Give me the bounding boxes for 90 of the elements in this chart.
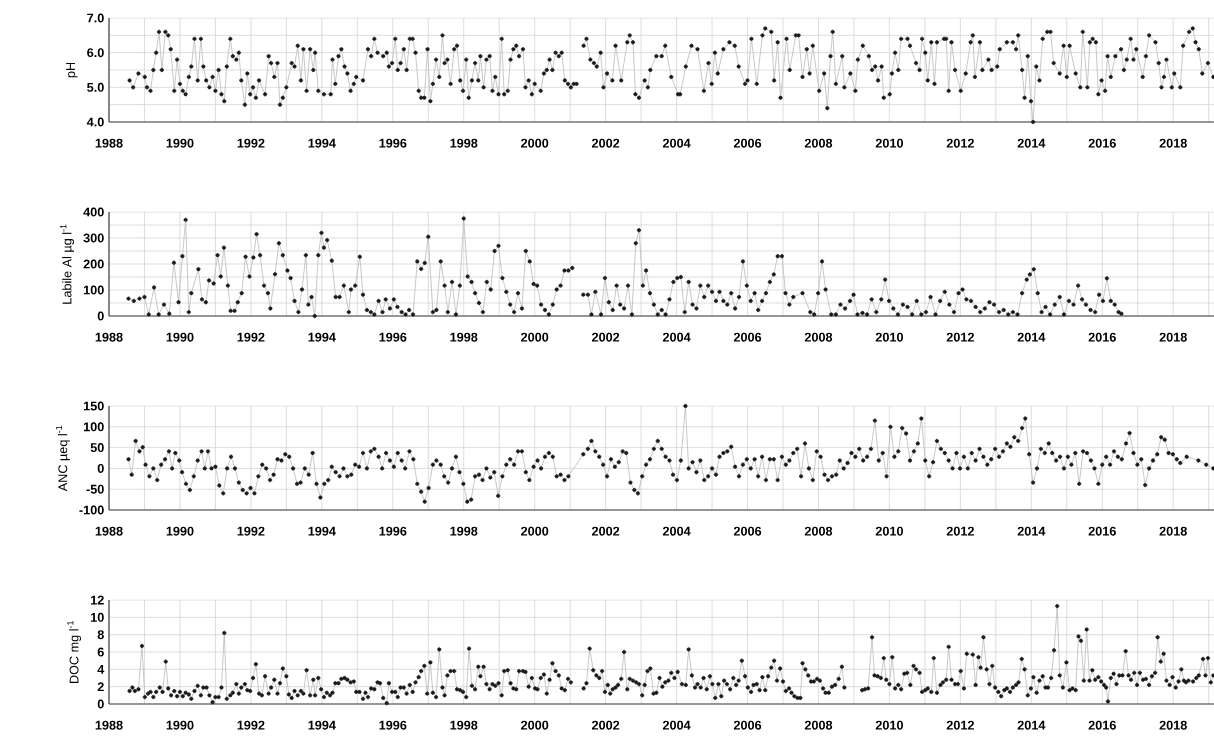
x-tick-label: 1992 (237, 526, 265, 536)
x-tick-label: 2016 (1088, 526, 1116, 536)
y-tick-label: 0 (97, 699, 104, 709)
x-tick-label: 2014 (1017, 720, 1046, 730)
y-tick-label: -50 (86, 484, 104, 494)
x-tick-label: 2012 (946, 332, 974, 342)
y-tick-label: 0 (97, 311, 104, 321)
x-tick-label: 2002 (591, 720, 620, 730)
x-tick-label: 2012 (946, 526, 974, 536)
x-tick-label: 1994 (308, 138, 336, 148)
x-tick-label: 2012 (946, 720, 974, 730)
x-tick-label: 2004 (662, 138, 691, 148)
x-tick-label: 2018 (1159, 526, 1187, 536)
x-tick-label: 1990 (166, 332, 194, 342)
y-tick-label: 2 (97, 682, 104, 692)
y-tick-label: 50 (90, 443, 104, 453)
x-tick-label: 2004 (662, 526, 691, 536)
y-axis-title: ANC µeq l$^{-1}$ (55, 425, 70, 492)
x-tick-label: 2016 (1088, 138, 1116, 148)
y-tick-label: 12 (91, 595, 104, 605)
x-tick-label: 2016 (1088, 720, 1116, 730)
x-tick-label: 2002 (591, 526, 620, 536)
y-tick-label: 5.0 (87, 82, 104, 92)
x-tick-label: 1988 (95, 138, 123, 148)
x-tick-label: 1992 (237, 138, 265, 148)
x-tick-label: 2004 (662, 332, 691, 342)
y-tick-label: 6.0 (87, 48, 104, 58)
x-tick-label: 1996 (379, 720, 407, 730)
x-tick-label: 2006 (733, 526, 762, 536)
x-tick-label: 2010 (875, 332, 903, 342)
x-tick-label: 1998 (450, 138, 478, 148)
x-tick-label: 1990 (166, 138, 194, 148)
x-tick-label: 2008 (804, 720, 833, 730)
x-tick-label: 1994 (308, 526, 336, 536)
y-tick-label: 7.0 (87, 13, 104, 23)
y-tick-label: 150 (83, 401, 104, 411)
y-tick-label: 4 (97, 664, 105, 674)
x-tick-label: 2006 (733, 138, 762, 148)
x-tick-label: 2014 (1017, 332, 1046, 342)
x-tick-label: 2000 (521, 332, 549, 342)
x-tick-label: 2008 (804, 332, 833, 342)
x-tick-label: 1990 (166, 526, 194, 536)
x-tick-label: 1994 (308, 720, 336, 730)
x-tick-label: 2010 (875, 720, 903, 730)
x-tick-label: 2000 (521, 526, 549, 536)
y-tick-label: 400 (83, 207, 104, 217)
x-tick-label: 2010 (875, 138, 903, 148)
x-tick-label: 1998 (450, 332, 478, 342)
y-axis-title: Labile Al µg l$^{-1}$ (60, 224, 75, 304)
y-axis-title: DOC mg l$^{-1}$ (67, 621, 82, 684)
x-tick-label: 2010 (875, 526, 903, 536)
y-tick-label: -100 (79, 505, 104, 515)
x-tick-label: 2000 (521, 720, 549, 730)
y-tick-label: 0 (97, 463, 104, 473)
x-tick-label: 1994 (308, 332, 336, 342)
y-axis-title: pH (66, 62, 78, 78)
y-tick-label: 10 (91, 612, 104, 622)
x-tick-label: 2012 (946, 138, 974, 148)
y-tick-label: 8 (97, 630, 104, 640)
x-tick-label: 1992 (237, 332, 265, 342)
x-tick-label: 2014 (1017, 526, 1046, 536)
x-tick-label: 1990 (166, 720, 194, 730)
x-tick-label: 2006 (733, 720, 762, 730)
y-tick-label: 4.0 (86, 117, 104, 127)
x-tick-label: 2008 (804, 138, 833, 148)
x-tick-label: 2014 (1017, 138, 1046, 148)
x-tick-label: 1996 (379, 526, 407, 536)
y-tick-label: 300 (83, 233, 104, 243)
x-tick-label: 2000 (521, 138, 549, 148)
x-tick-label: 2002 (591, 138, 620, 148)
x-tick-label: 1988 (95, 720, 123, 730)
x-tick-label: 1996 (379, 332, 407, 342)
y-tick-label: 100 (83, 285, 104, 295)
x-tick-label: 1998 (450, 720, 478, 730)
y-tick-label: 6 (97, 647, 104, 657)
x-tick-label: 2018 (1159, 138, 1187, 148)
x-tick-label: 2018 (1159, 720, 1187, 730)
x-tick-label: 2018 (1159, 332, 1187, 342)
x-tick-label: 2006 (733, 332, 762, 342)
x-tick-label: 1992 (237, 720, 265, 730)
x-tick-label: 1988 (95, 526, 123, 536)
y-tick-label: 100 (83, 422, 104, 432)
x-tick-label: 1988 (95, 332, 123, 342)
x-tick-label: 2016 (1088, 332, 1116, 342)
x-tick-label: 2008 (804, 526, 833, 536)
x-tick-label: 1998 (450, 526, 478, 536)
y-tick-label: 200 (83, 259, 104, 269)
x-tick-label: 2002 (591, 332, 620, 342)
x-tick-label: 2004 (662, 720, 691, 730)
x-tick-label: 1996 (379, 138, 407, 148)
